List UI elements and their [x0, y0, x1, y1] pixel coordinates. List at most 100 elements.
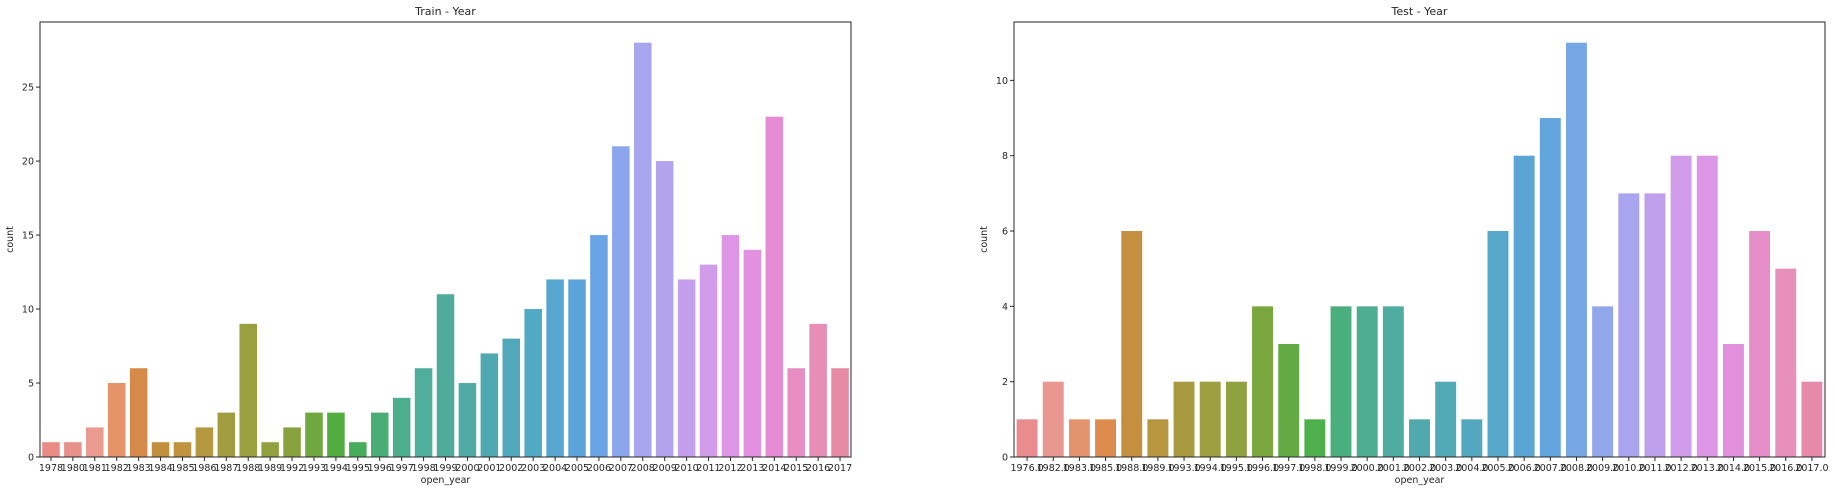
x-tick-label: 1983: [127, 463, 151, 474]
x-tick-label: 1983.0: [1063, 463, 1096, 474]
chart-title: Test - Year: [1391, 5, 1448, 18]
y-tick-label: 10: [22, 305, 34, 316]
bar-1993: [305, 412, 323, 457]
x-tick-label: 1995: [346, 463, 370, 474]
y-tick-label: 10: [996, 76, 1008, 87]
x-tick-label: 1984: [148, 463, 172, 474]
bar-2004.0: [1461, 419, 1483, 457]
bar-1994.0: [1199, 381, 1221, 457]
bar-2004: [546, 279, 564, 457]
bar-2002.0: [1409, 419, 1430, 457]
x-tick-label: 2007: [609, 463, 633, 474]
bar-1995.0: [1225, 381, 1247, 457]
bar-2006: [590, 235, 608, 457]
x-tick-label: 1995.0: [1220, 463, 1253, 474]
x-tick-label: 2016.0: [1769, 463, 1802, 474]
x-tick-label: 1999: [433, 463, 457, 474]
bar-1976.0: [1016, 419, 1038, 457]
train-year-chart: 0510152025197819801981198219831984198519…: [5, 5, 852, 486]
bar-2014: [765, 116, 784, 457]
bar-2016.0: [1775, 268, 1797, 457]
bar-2008: [634, 42, 652, 458]
bar-1994: [327, 412, 345, 457]
x-axis-label: open_year: [421, 475, 471, 486]
x-tick-label: 1980: [61, 463, 85, 474]
bar-2002: [502, 338, 521, 457]
bar-1995: [349, 442, 367, 457]
x-tick-label: 2009: [653, 463, 677, 474]
x-tick-label: 2006.0: [1508, 463, 1541, 474]
bar-1999: [436, 294, 455, 457]
y-axis-label: count: [979, 226, 990, 253]
x-tick-label: 1989: [258, 463, 282, 474]
x-tick-label: 2004.0: [1455, 463, 1488, 474]
bar-2014.0: [1722, 344, 1744, 457]
x-tick-label: 1982.0: [1037, 463, 1070, 474]
x-tick-label: 2013: [740, 463, 764, 474]
bar-1985: [173, 442, 192, 457]
x-tick-label: 2013.0: [1691, 463, 1724, 474]
bar-1993.0: [1173, 381, 1195, 457]
x-tick-label: 1985: [170, 463, 194, 474]
bar-2009: [655, 161, 674, 457]
bar-2015.0: [1749, 231, 1771, 457]
x-tick-label: 1988.0: [1115, 463, 1148, 474]
x-tick-label: 1978: [39, 463, 63, 474]
bar-1982.0: [1042, 381, 1064, 457]
bar-2016: [809, 323, 827, 457]
bar-2005: [568, 279, 586, 457]
bar-1997: [392, 397, 411, 457]
bar-2010.0: [1618, 193, 1640, 458]
x-tick-label: 1996: [368, 463, 392, 474]
bar-2000.0: [1356, 306, 1378, 457]
y-tick-label: 5: [28, 379, 34, 390]
bar-1981: [86, 427, 104, 457]
bar-1983: [129, 368, 148, 457]
bar-2011.0: [1644, 193, 1666, 458]
bar-2015: [787, 368, 805, 457]
bar-1980: [64, 442, 82, 457]
bar-1987: [217, 412, 236, 457]
y-axis-label: count: [5, 226, 16, 253]
x-tick-label: 2010: [675, 463, 699, 474]
bar-2017: [831, 368, 849, 457]
x-tick-label: 2000: [455, 463, 479, 474]
x-tick-label: 2003: [521, 463, 545, 474]
x-tick-label: 2005: [565, 463, 589, 474]
x-tick-label: 2012: [718, 463, 742, 474]
bar-1988.0: [1121, 231, 1143, 457]
x-tick-label: 2012.0: [1664, 463, 1697, 474]
bar-1999.0: [1330, 306, 1352, 457]
bar-1982: [107, 383, 126, 457]
x-tick-label: 1994: [324, 463, 348, 474]
x-tick-label: 2011: [696, 463, 720, 474]
bar-1998.0: [1304, 419, 1326, 457]
bar-1989.0: [1147, 419, 1169, 457]
x-tick-label: 2016: [806, 463, 830, 474]
bar-2003.0: [1435, 381, 1457, 457]
bar-1985.0: [1095, 419, 1117, 457]
x-tick-label: 2002: [499, 463, 523, 474]
chart-title: Train - Year: [414, 5, 476, 18]
x-tick-label: 1987: [214, 463, 238, 474]
x-tick-label: 2009.0: [1586, 463, 1619, 474]
bar-1983.0: [1068, 419, 1090, 457]
x-tick-label: 1989.0: [1141, 463, 1174, 474]
x-tick-label: 1996.0: [1246, 463, 1279, 474]
x-axis-label: open_year: [1395, 475, 1445, 486]
x-tick-label: 1997.0: [1272, 463, 1305, 474]
x-tick-label: 1994.0: [1194, 463, 1227, 474]
x-tick-label: 1986: [192, 463, 216, 474]
x-tick-label: 2006: [587, 463, 611, 474]
bar-1984: [151, 442, 170, 457]
y-tick-label: 0: [1002, 453, 1008, 464]
bar-2012: [721, 235, 740, 457]
x-tick-label: 2011.0: [1638, 463, 1671, 474]
y-tick-label: 15: [22, 231, 34, 242]
x-tick-label: 2008: [631, 463, 655, 474]
x-tick-label: 2015.0: [1743, 463, 1776, 474]
x-tick-label: 2005.0: [1481, 463, 1514, 474]
x-tick-label: 2017.0: [1795, 463, 1828, 474]
bar-2005.0: [1487, 231, 1509, 457]
